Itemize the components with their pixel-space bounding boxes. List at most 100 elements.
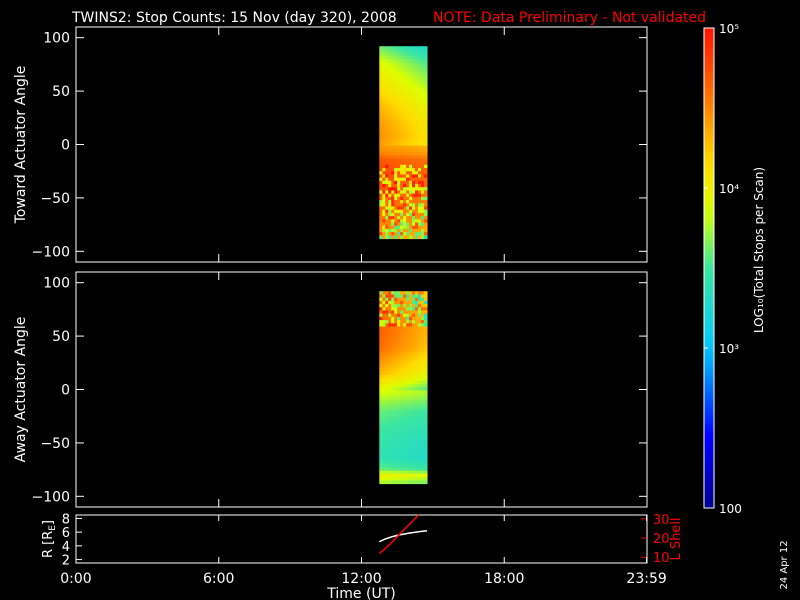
heat-cell <box>382 158 386 163</box>
heat-cell <box>391 300 395 305</box>
heat-cell <box>388 49 392 54</box>
heat-cell <box>385 435 389 440</box>
y-tick-label: 100 <box>43 276 70 292</box>
heat-cell <box>412 145 416 150</box>
heat-cell <box>420 132 425 137</box>
heat-cell <box>397 441 401 446</box>
heat-cell <box>388 384 392 388</box>
heat-cell <box>394 100 398 105</box>
heat-cell <box>415 387 419 392</box>
heat-cell <box>382 91 386 95</box>
heat-cell <box>403 155 407 159</box>
heat-cell <box>391 62 395 67</box>
heat-cell <box>415 168 419 172</box>
heat-cell <box>400 235 404 240</box>
heat-cell <box>400 129 404 134</box>
heat-cell <box>418 457 422 462</box>
heat-cell <box>400 384 404 388</box>
heat-cell <box>412 380 416 385</box>
heat-cell <box>423 419 428 424</box>
heat-cell <box>385 219 389 224</box>
heat-cell <box>420 480 425 485</box>
heat-cell <box>409 49 413 54</box>
heat-cell <box>391 307 395 312</box>
heat-cell <box>418 126 422 131</box>
heat-cell <box>382 323 386 328</box>
heat-cell <box>394 59 398 63</box>
heat-cell <box>403 396 407 401</box>
heat-cell <box>388 168 392 172</box>
heat-cell <box>385 148 389 153</box>
heat-cell <box>400 110 404 115</box>
heat-cell <box>379 135 383 140</box>
heat-cell <box>418 216 422 220</box>
heat-cell <box>385 216 389 220</box>
heat-cell <box>403 222 407 227</box>
heat-cell <box>423 84 428 89</box>
heat-cell <box>412 329 416 334</box>
heat-cell <box>400 429 404 433</box>
heat-cell <box>403 107 407 111</box>
heat-cell <box>415 461 419 465</box>
heat-cell <box>394 75 398 79</box>
heat-cell <box>423 49 428 54</box>
heat-cell <box>391 196 395 201</box>
heat-cell <box>385 75 389 79</box>
heat-cell <box>379 387 383 392</box>
heat-cell <box>382 123 386 127</box>
heat-cell <box>400 339 404 344</box>
heat-cell <box>394 107 398 111</box>
heat-cell <box>423 232 428 236</box>
heat-cell <box>406 477 410 481</box>
heat-cell <box>406 155 410 159</box>
heat-cell <box>388 393 392 398</box>
heat-cell <box>379 59 383 63</box>
heat-cell <box>391 216 395 220</box>
heat-cell <box>412 435 416 440</box>
heat-cell <box>403 232 407 236</box>
heat-cell <box>385 326 389 331</box>
heat-cell <box>403 216 407 220</box>
heat-cell <box>385 164 389 169</box>
heat-cell <box>412 326 416 331</box>
heat-cell <box>409 68 413 73</box>
heat-cell <box>415 212 419 217</box>
heat-cell <box>400 171 404 176</box>
heat-cell <box>423 323 428 328</box>
heat-cell <box>379 291 383 296</box>
heat-cell <box>418 384 422 388</box>
heat-cell <box>385 387 389 392</box>
heat-cell <box>423 480 428 485</box>
heat-cell <box>406 457 410 462</box>
heat-cell <box>400 470 404 475</box>
heat-cell <box>394 307 398 312</box>
heat-cell <box>420 464 425 469</box>
heat-cell <box>400 409 404 414</box>
heat-cell <box>415 416 419 421</box>
heat-cell <box>391 116 395 121</box>
heat-cell <box>415 145 419 150</box>
heat-cell <box>400 310 404 315</box>
heat-cell <box>388 310 392 315</box>
heat-cell <box>382 222 386 227</box>
heat-cell <box>385 209 389 214</box>
heat-cell <box>385 180 389 185</box>
heat-cell <box>397 132 401 137</box>
heat-cell <box>406 320 410 324</box>
heat-cell <box>397 103 401 108</box>
heat-cell <box>420 87 425 92</box>
heat-cell <box>409 348 413 353</box>
heat-cell <box>409 206 413 211</box>
heat-cell <box>409 364 413 369</box>
heat-cell <box>397 425 401 430</box>
heat-cell <box>415 62 419 67</box>
heat-cell <box>382 49 386 54</box>
heat-cell <box>420 451 425 456</box>
heat-cell <box>391 164 395 169</box>
heat-cell <box>394 52 398 57</box>
heat-cell <box>379 46 383 51</box>
heat-cell <box>385 374 389 379</box>
heat-cell <box>379 454 383 459</box>
heat-cell <box>391 425 395 430</box>
heat-cell <box>385 441 389 446</box>
